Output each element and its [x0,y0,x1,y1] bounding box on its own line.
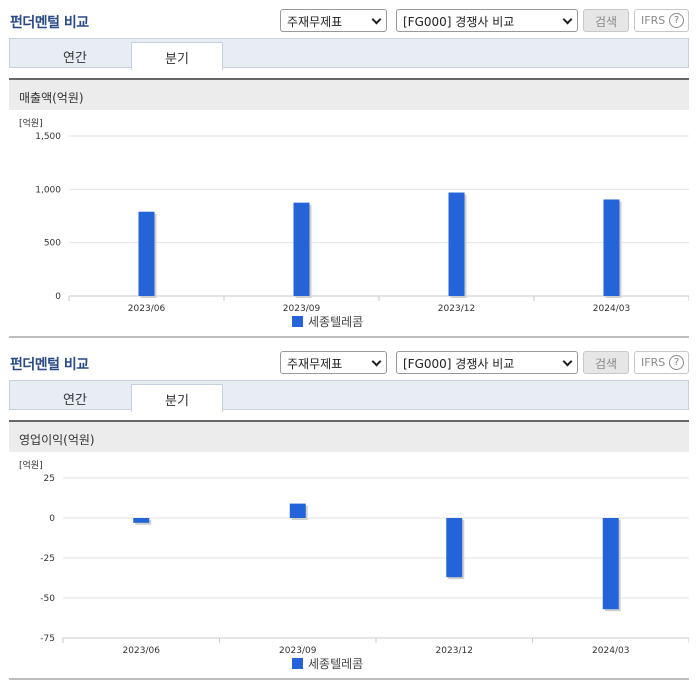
y-tick-label: -25 [40,554,55,564]
x-tick-label: 2023/12 [438,304,475,312]
period-tabs: 연간 분기 [9,38,689,70]
section-divider [9,678,689,680]
bar [602,518,619,610]
section-header: 펀더멘털 비교 주재무제표 [FG000] 경쟁사 비교 검색 IFRS ? [0,342,696,378]
y-unit-label: [억원] [19,459,43,471]
section-header: 펀더멘털 비교 주재무제표 [FG000] 경쟁사 비교 검색 IFRS ? [0,0,696,36]
period-tabs: 연간 분기 [9,380,689,412]
x-tick-label: 2024/03 [593,304,630,312]
y-tick-label: 0 [55,292,61,302]
section-divider [9,336,689,338]
y-tick-label: 1,000 [35,185,61,195]
fundamental-section-revenue: 펀더멘털 비교 주재무제표 [FG000] 경쟁사 비교 검색 IFRS ? 연… [0,0,696,340]
revenue-chart: [억원] 0 500 1,000 1,500 2023/06 2023/09 2023/12 2… [19,117,689,312]
metric-header: 매출액(억원) [9,78,689,110]
operating-profit-chart: [억원] -75 -50 -25 0 25 2023/06 2023/09 2023/12 202… [19,459,689,654]
compare-select[interactable]: [FG000] 경쟁사 비교 [396,351,578,374]
y-tick-label: 1,500 [35,132,61,142]
chevron-down-icon [366,10,386,31]
help-icon: ? [669,355,684,370]
bar [289,503,306,518]
y-tick-label: -50 [40,594,55,604]
chart-legend: 세종텔레콤 [292,655,363,672]
metric-header: 영업이익(억원) [9,420,689,452]
ifrs-button[interactable]: IFRS ? [634,351,689,374]
bar [133,518,150,523]
x-tick-label: 2023/09 [283,304,321,312]
y-unit-label: [억원] [19,117,43,129]
bar [293,202,310,296]
statement-select[interactable]: 주재무제표 [280,351,387,374]
compare-select-value: [FG000] 경쟁사 비교 [403,357,515,371]
ifrs-button[interactable]: IFRS ? [634,9,689,32]
compare-select[interactable]: [FG000] 경쟁사 비교 [396,9,578,32]
y-tick-label: -75 [40,634,55,644]
help-icon: ? [669,13,684,28]
compare-select-value: [FG000] 경쟁사 비교 [403,15,515,29]
fundamental-section-operating-profit: 펀더멘털 비교 주재무제표 [FG000] 경쟁사 비교 검색 IFRS ? 연… [0,342,696,684]
search-button[interactable]: 검색 [583,9,629,32]
section-title: 펀더멘털 비교 [10,15,89,31]
bar [446,518,463,578]
statement-select-value: 주재무제표 [287,15,343,29]
search-button[interactable]: 검색 [583,351,629,374]
x-tick-label: 2023/09 [279,646,317,654]
y-tick-label: 0 [49,514,55,524]
x-tick-label: 2023/06 [128,304,166,312]
section-title: 펀더멘털 비교 [10,357,89,373]
tab-annual[interactable]: 연간 [63,51,87,66]
chevron-down-icon [557,10,577,31]
chart-legend: 세종텔레콤 [292,313,363,330]
y-tick-label: 25 [44,474,55,484]
y-tick-label: 500 [44,239,61,249]
tab-quarterly[interactable]: 분기 [131,384,223,412]
legend-swatch [292,316,303,327]
bar [603,199,620,296]
statement-select[interactable]: 주재무제표 [280,9,387,32]
statement-select-value: 주재무제표 [287,357,343,371]
ifrs-label: IFRS [641,14,666,27]
chevron-down-icon [557,352,577,373]
tab-quarterly[interactable]: 분기 [131,42,223,70]
bar [138,211,155,296]
x-tick-label: 2024/03 [592,646,629,654]
legend-swatch [292,658,303,669]
tab-annual[interactable]: 연간 [63,393,87,408]
chevron-down-icon [366,352,386,373]
x-tick-label: 2023/06 [123,646,161,654]
bar [448,192,465,296]
ifrs-label: IFRS [641,356,666,369]
legend-label: 세종텔레콤 [308,657,364,671]
legend-label: 세종텔레콤 [308,315,364,329]
x-tick-label: 2023/12 [436,646,473,654]
